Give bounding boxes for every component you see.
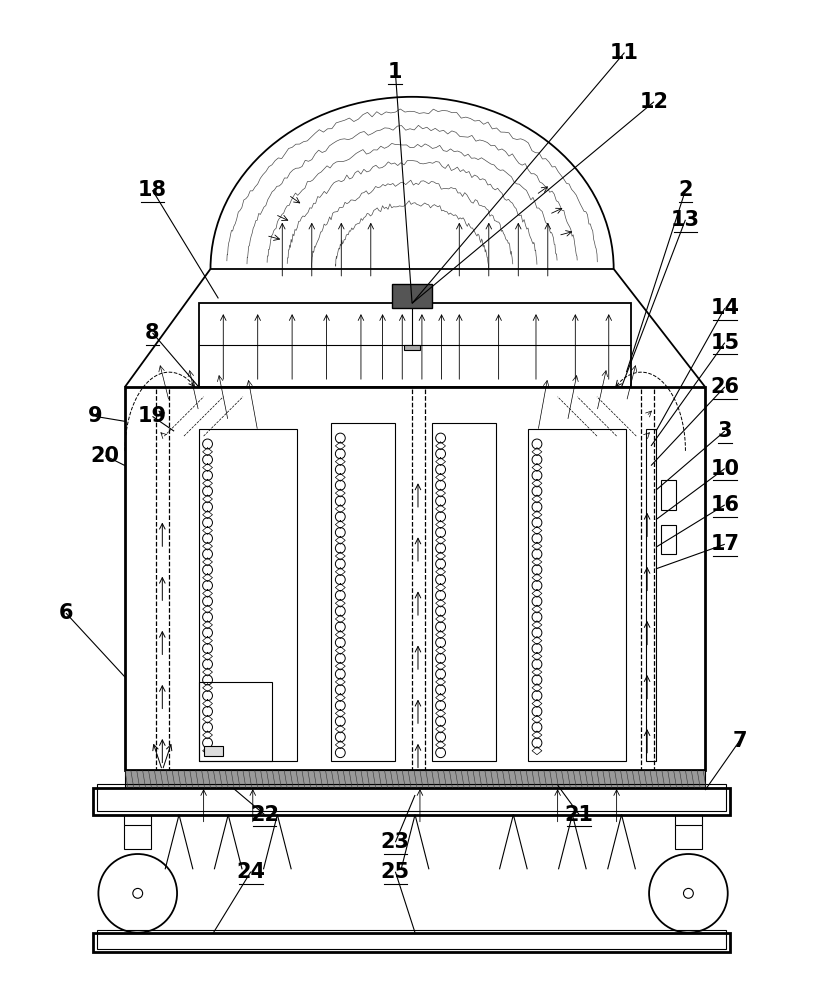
Bar xyxy=(646,429,656,761)
Bar xyxy=(198,682,273,761)
Text: 1: 1 xyxy=(388,62,403,82)
Text: 26: 26 xyxy=(711,377,739,397)
Text: 6: 6 xyxy=(58,603,73,623)
Bar xyxy=(675,825,702,849)
Bar xyxy=(432,423,495,761)
Text: 25: 25 xyxy=(381,862,410,882)
Bar xyxy=(528,429,626,761)
Text: 23: 23 xyxy=(381,832,409,852)
Bar xyxy=(93,788,730,815)
Text: 12: 12 xyxy=(640,92,669,112)
Text: 19: 19 xyxy=(138,406,167,426)
Text: 18: 18 xyxy=(138,180,167,200)
Bar xyxy=(98,930,726,949)
Text: 22: 22 xyxy=(250,805,279,825)
Text: 14: 14 xyxy=(711,298,739,318)
Text: 7: 7 xyxy=(732,731,746,751)
Bar xyxy=(198,429,297,761)
Bar xyxy=(125,387,705,770)
Text: 9: 9 xyxy=(88,406,103,426)
Text: 13: 13 xyxy=(671,210,700,230)
Bar xyxy=(393,284,432,308)
Bar xyxy=(93,933,730,952)
Bar xyxy=(198,303,631,387)
Bar xyxy=(661,480,676,510)
Bar xyxy=(125,770,705,788)
Text: 15: 15 xyxy=(711,333,740,353)
Bar xyxy=(203,746,224,756)
Text: 20: 20 xyxy=(91,446,120,466)
Text: 2: 2 xyxy=(678,180,693,200)
Text: 21: 21 xyxy=(565,805,594,825)
Text: 17: 17 xyxy=(711,534,739,554)
Text: 8: 8 xyxy=(145,323,160,343)
Bar xyxy=(661,525,676,554)
Bar xyxy=(404,345,420,350)
Bar xyxy=(124,825,152,849)
Text: 3: 3 xyxy=(717,421,732,441)
Text: 11: 11 xyxy=(610,43,639,63)
Bar xyxy=(331,423,395,761)
Text: 24: 24 xyxy=(236,862,265,882)
Text: 10: 10 xyxy=(711,459,739,479)
Bar xyxy=(98,784,726,811)
Text: 16: 16 xyxy=(711,495,739,515)
